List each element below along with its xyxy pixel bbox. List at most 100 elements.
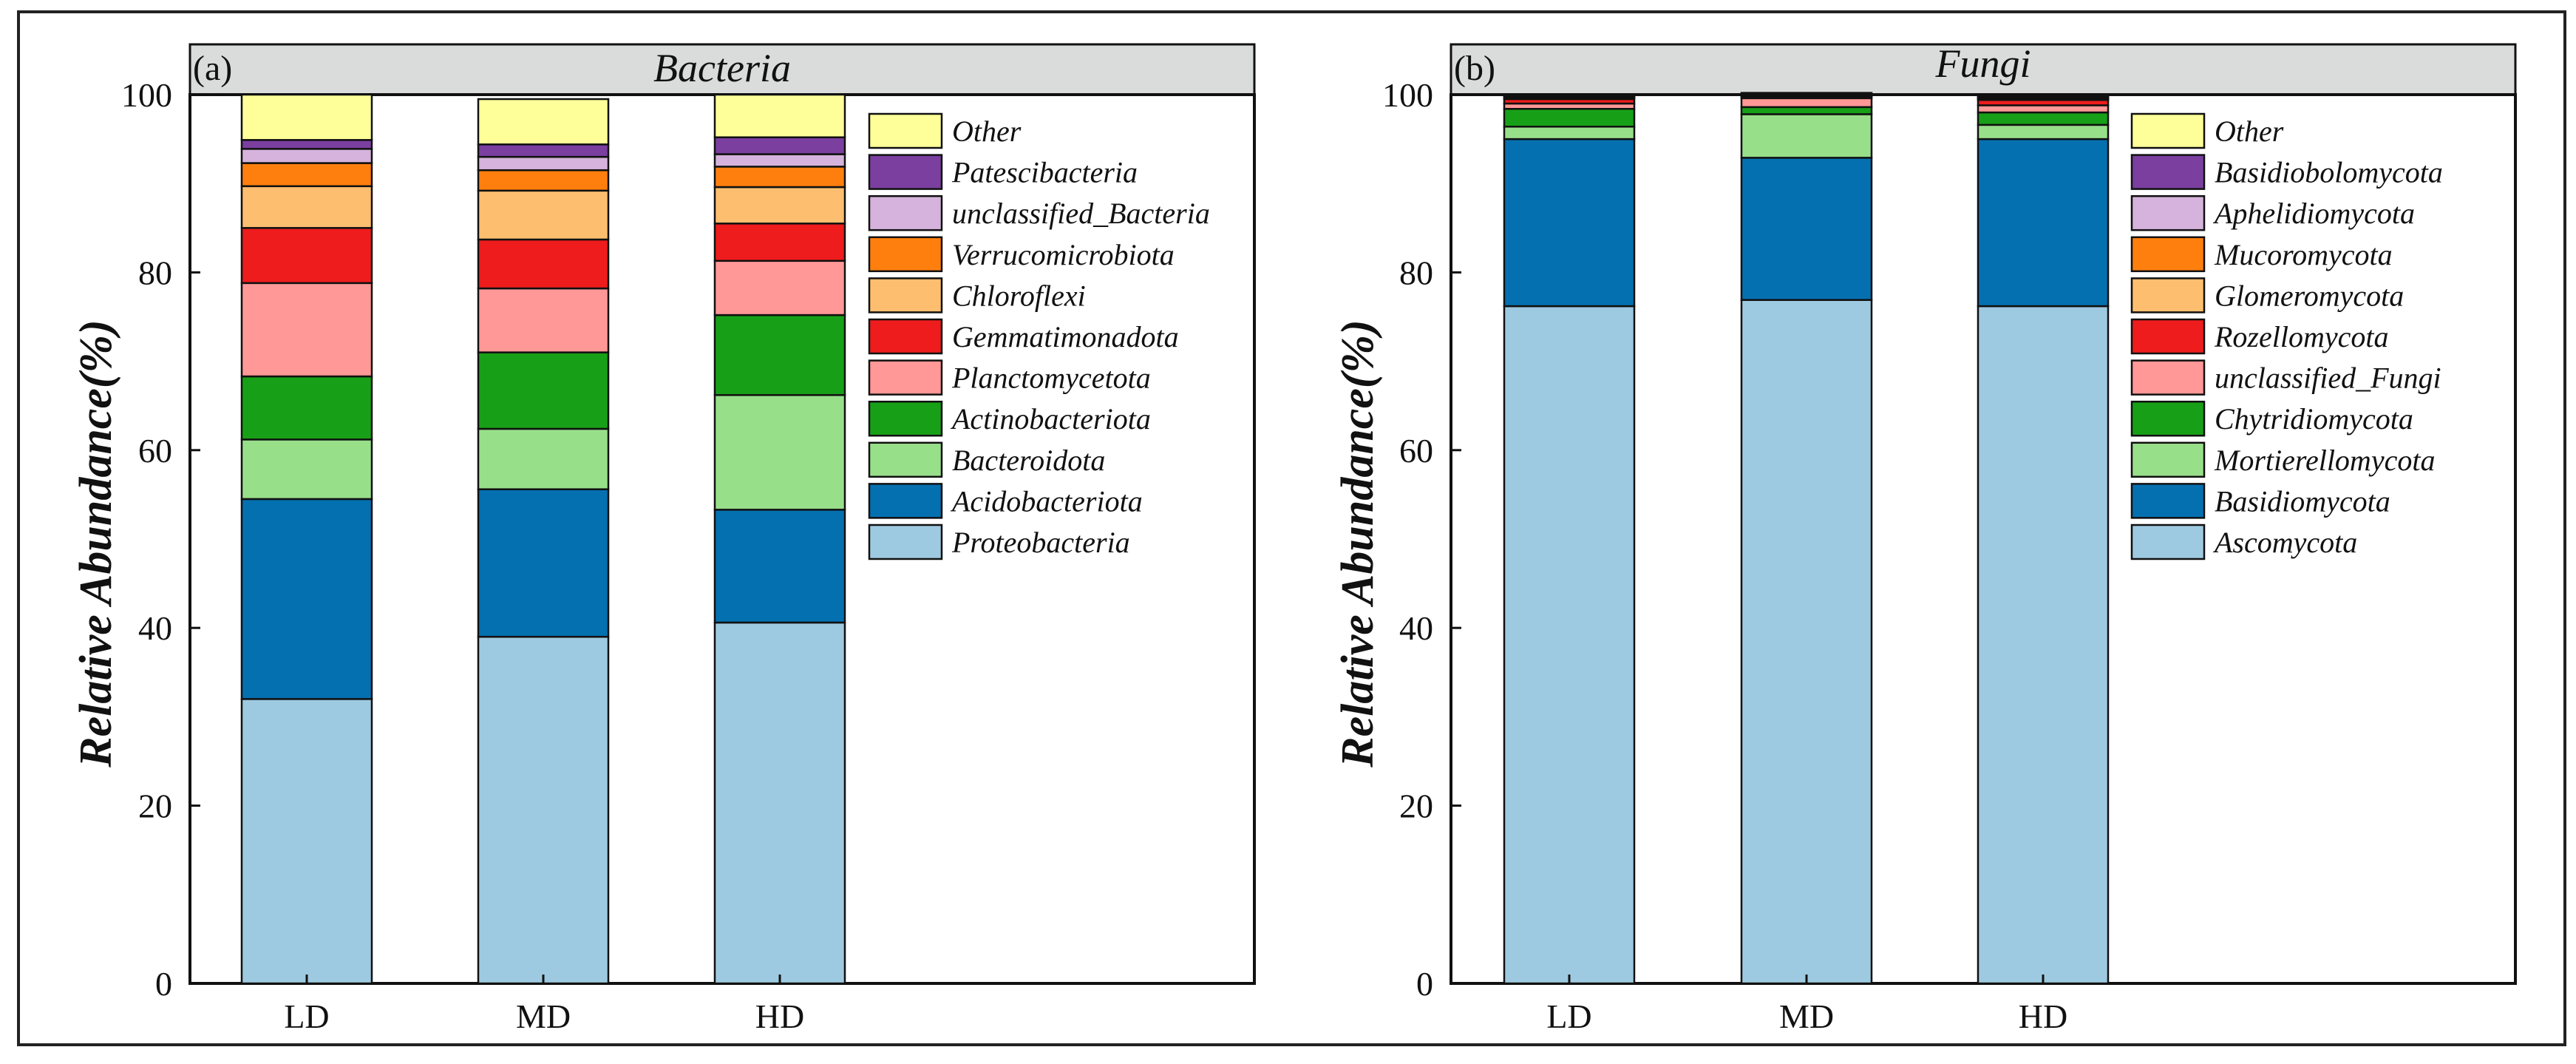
legend-swatch: [2130, 154, 2206, 190]
bar-segment-md-other: [1740, 92, 1873, 95]
bar-segment-hd-chytridiomycota: [1977, 111, 2110, 126]
bar-segment-hd-verrucomicrobiota: [713, 166, 846, 189]
x-tick-label-hd: HD: [755, 997, 804, 1035]
bar-segment-md-unclassified-bacteria: [477, 155, 610, 172]
legend-label: Chloroflexi: [952, 279, 1086, 312]
legend-label: Basidiobolomycota: [2215, 156, 2443, 189]
bar-segment-hd-bacteroidota: [713, 394, 846, 511]
bar-segment-hd-other: [713, 93, 846, 138]
panel-a-y-axis: 0 20 40 60 80 100: [121, 76, 200, 1003]
y-tick-label: 40: [138, 609, 172, 647]
legend-swatch: [868, 154, 943, 190]
panel-b-fungi: (b) Fungi Relative Abundance(%) 0 20 40 60 8…: [1333, 41, 2517, 1035]
legend-swatch: [2130, 318, 2206, 355]
bar-segment-ld-proteobacteria: [240, 698, 373, 985]
bar-segment-ld-mortierellomycota: [1503, 126, 1636, 140]
legend-swatch: [2130, 483, 2206, 519]
panel-a-bacteria: (a) Bacteria Relative Abundance(%) 0 20 40…: [71, 43, 1256, 1035]
bar-segment-hd-proteobacteria: [713, 621, 846, 985]
bar-segment-hd-planctomycetota: [713, 260, 846, 316]
bar-segment-hd-acidobacteriota: [713, 509, 846, 624]
panel-b-legend: Other Basidiobolomycota Aphelidiomycota Muc…: [2130, 112, 2443, 560]
panel-a-bars: [240, 93, 846, 985]
bar-segment-md-basidiomycota: [1740, 157, 1873, 301]
bar-segment-hd-actinobacteriota: [713, 314, 846, 396]
legend-label: Proteobacteria: [951, 526, 1130, 559]
legend-label: unclassified_Fungi: [2215, 362, 2441, 395]
y-tick-label: 80: [1399, 254, 1433, 291]
bar-segment-ld-other: [240, 93, 373, 141]
y-tick-label: 20: [1399, 787, 1433, 825]
bar-segment-md-acidobacteriota: [477, 488, 610, 638]
panel-b-bars: [1503, 92, 2110, 985]
figure-frame: [17, 10, 2566, 1046]
y-tick-label: 40: [1399, 609, 1433, 647]
bar-segment-md-actinobacteriota: [477, 351, 610, 430]
bar-segment-hd-basidiomycota: [1977, 138, 2110, 308]
panel-a-title: Bacteria: [653, 46, 791, 90]
legend-swatch: [868, 318, 943, 355]
y-tick-label: 0: [155, 965, 172, 1003]
bar-segment-hd-unclassified-fungi: [1977, 104, 2110, 114]
legend-swatch: [868, 400, 943, 437]
panel-a-x-axis: LD MD HD: [284, 975, 804, 1035]
panel-b-letter: (b): [1454, 49, 1495, 88]
legend-swatch: [2130, 359, 2206, 396]
bar-segment-ld-acidobacteriota: [240, 498, 373, 700]
legend-label: Other: [952, 115, 1022, 148]
panel-b-x-axis: LD MD HD: [1546, 975, 2067, 1035]
legend-swatch: [868, 523, 943, 560]
panel-b-y-axis: 0 20 40 60 80 100: [1382, 76, 1461, 1003]
y-tick-label: 60: [138, 432, 172, 470]
panel-a-legend: Other Patescibacteria unclassified_Bacteri…: [868, 112, 1210, 560]
bar-segment-hd-ascomycota: [1977, 305, 2110, 985]
legend-label: Gemmatimonadota: [952, 320, 1179, 353]
legend-label: Basidiomycota: [2215, 484, 2390, 518]
legend-label: Other: [2215, 115, 2284, 148]
x-tick-label-ld: LD: [284, 997, 329, 1035]
y-tick-label: 100: [121, 76, 172, 114]
panel-a-y-axis-label: Relative Abundance(%): [71, 319, 121, 768]
bar-segment-ld-actinobacteriota: [240, 375, 373, 441]
bar-segment-md-verrucomicrobiota: [477, 169, 610, 192]
legend-label: Acidobacteriota: [950, 484, 1143, 518]
bar-segment-hd-other: [1977, 94, 2110, 98]
legend-label: Rozellomycota: [2214, 320, 2389, 353]
legend-label: unclassified_Bacteria: [952, 197, 1210, 230]
panel-b-title: Fungi: [1935, 41, 2031, 86]
legend-label: Mucoromycota: [2214, 238, 2393, 271]
legend-label: Patescibacteria: [951, 156, 1138, 189]
x-tick-label-ld: LD: [1546, 997, 1591, 1035]
legend-label: Aphelidiomycota: [2212, 197, 2415, 230]
x-tick-label-hd: HD: [2019, 997, 2067, 1035]
y-tick-label: 80: [138, 254, 172, 291]
y-tick-label: 100: [1382, 76, 1433, 114]
legend-swatch: [868, 483, 943, 519]
y-tick-label: 0: [1416, 965, 1433, 1003]
legend-label: Chytridiomycota: [2215, 402, 2413, 436]
legend-swatch: [868, 112, 943, 149]
legend-label: Glomeromycota: [2215, 279, 2404, 312]
bar-segment-md-proteobacteria: [477, 635, 610, 985]
bar-segment-hd-chloroflexi: [713, 186, 846, 225]
legend-label: Verrucomicrobiota: [952, 238, 1175, 271]
bar-segment-md-chloroflexi: [477, 189, 610, 241]
bar-segment-ld-planctomycetota: [240, 282, 373, 378]
bar-segment-ld-ascomycota: [1503, 305, 1636, 985]
bar-segment-md-planctomycetota: [477, 287, 610, 353]
bar-segment-md-other: [477, 98, 610, 146]
panel-b-title-strip: [1450, 43, 2517, 96]
legend-swatch: [868, 359, 943, 396]
x-tick-label-md: MD: [516, 997, 571, 1035]
bar-segment-ld-bacteroidota: [240, 438, 373, 501]
panel-a-letter: (a): [193, 49, 232, 88]
bar-segment-md-patescibacteria: [477, 143, 610, 158]
panel-b-y-axis-label: Relative Abundance(%): [1333, 319, 1383, 768]
bar-segment-md-unclassified-fungi: [1740, 97, 1873, 109]
bar-segment-hd-mortierellomycota: [1977, 123, 2110, 140]
legend-swatch: [2130, 236, 2206, 273]
bar-segment-md-ascomycota: [1740, 299, 1873, 985]
legend-label: Planctomycetota: [951, 362, 1151, 395]
legend-swatch: [2130, 523, 2206, 560]
